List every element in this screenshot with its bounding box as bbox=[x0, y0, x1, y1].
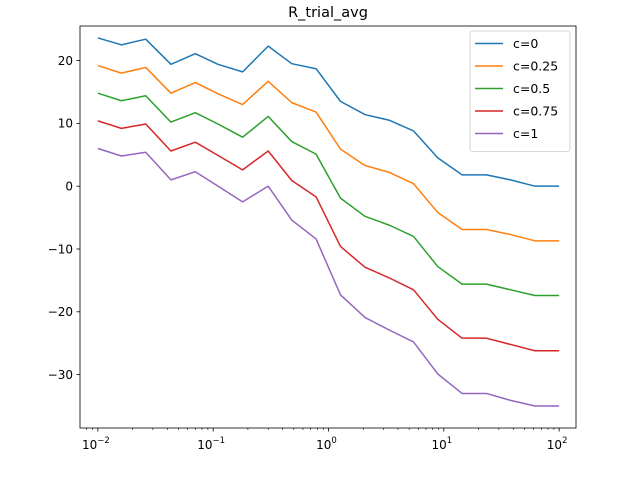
legend-label-0: c=0 bbox=[513, 36, 538, 51]
series-line-2 bbox=[97, 92, 560, 297]
series-layer bbox=[97, 37, 560, 407]
y-tick-label: 20 bbox=[58, 54, 73, 68]
x-tick-exponent: 2 bbox=[562, 436, 567, 446]
legend-label-1: c=0.25 bbox=[513, 59, 558, 74]
x-tick-base: 10 bbox=[431, 438, 446, 452]
x-tick-label: 10−2 bbox=[82, 436, 110, 452]
y-tick-label: 10 bbox=[58, 117, 73, 131]
legend: c=0 c=0.25 c=0.5 c=0.75 c=1 bbox=[469, 30, 571, 152]
x-axis: 10−2 10−1 100 101 102 bbox=[82, 428, 568, 452]
x-tick-exponent: −1 bbox=[213, 436, 226, 446]
legend-label-2: c=0.5 bbox=[513, 81, 550, 96]
legend-label-3: c=0.75 bbox=[513, 104, 558, 119]
series-line-1 bbox=[97, 64, 560, 242]
plot-frame bbox=[79, 25, 577, 429]
y-tick-label: −10 bbox=[48, 242, 73, 256]
x-tick-exponent: −2 bbox=[97, 436, 110, 446]
x-tick-label: 10−1 bbox=[197, 436, 225, 452]
y-tick-label: −20 bbox=[48, 305, 73, 319]
x-tick-exponent: 0 bbox=[331, 436, 336, 446]
legend-label-4: c=1 bbox=[513, 126, 538, 141]
legend-frame bbox=[469, 30, 571, 152]
series-line-4 bbox=[97, 147, 560, 407]
x-tick-label: 100 bbox=[316, 436, 337, 452]
x-tick-base: 10 bbox=[82, 438, 97, 452]
series-line-3 bbox=[97, 120, 560, 352]
chart-title: R_trial_avg bbox=[288, 5, 368, 21]
x-tick-label: 101 bbox=[431, 436, 452, 452]
x-tick-base: 10 bbox=[197, 438, 212, 452]
x-tick-label: 102 bbox=[547, 436, 568, 452]
x-tick-base: 10 bbox=[316, 438, 331, 452]
x-tick-exponent: 1 bbox=[447, 436, 452, 446]
x-tick-base: 10 bbox=[547, 438, 562, 452]
y-tick-label: −30 bbox=[48, 368, 73, 382]
series-line-0 bbox=[97, 37, 560, 187]
y-axis: 20 10 0 −10 −20 −30 bbox=[48, 54, 80, 382]
y-tick-label: 0 bbox=[65, 179, 73, 193]
